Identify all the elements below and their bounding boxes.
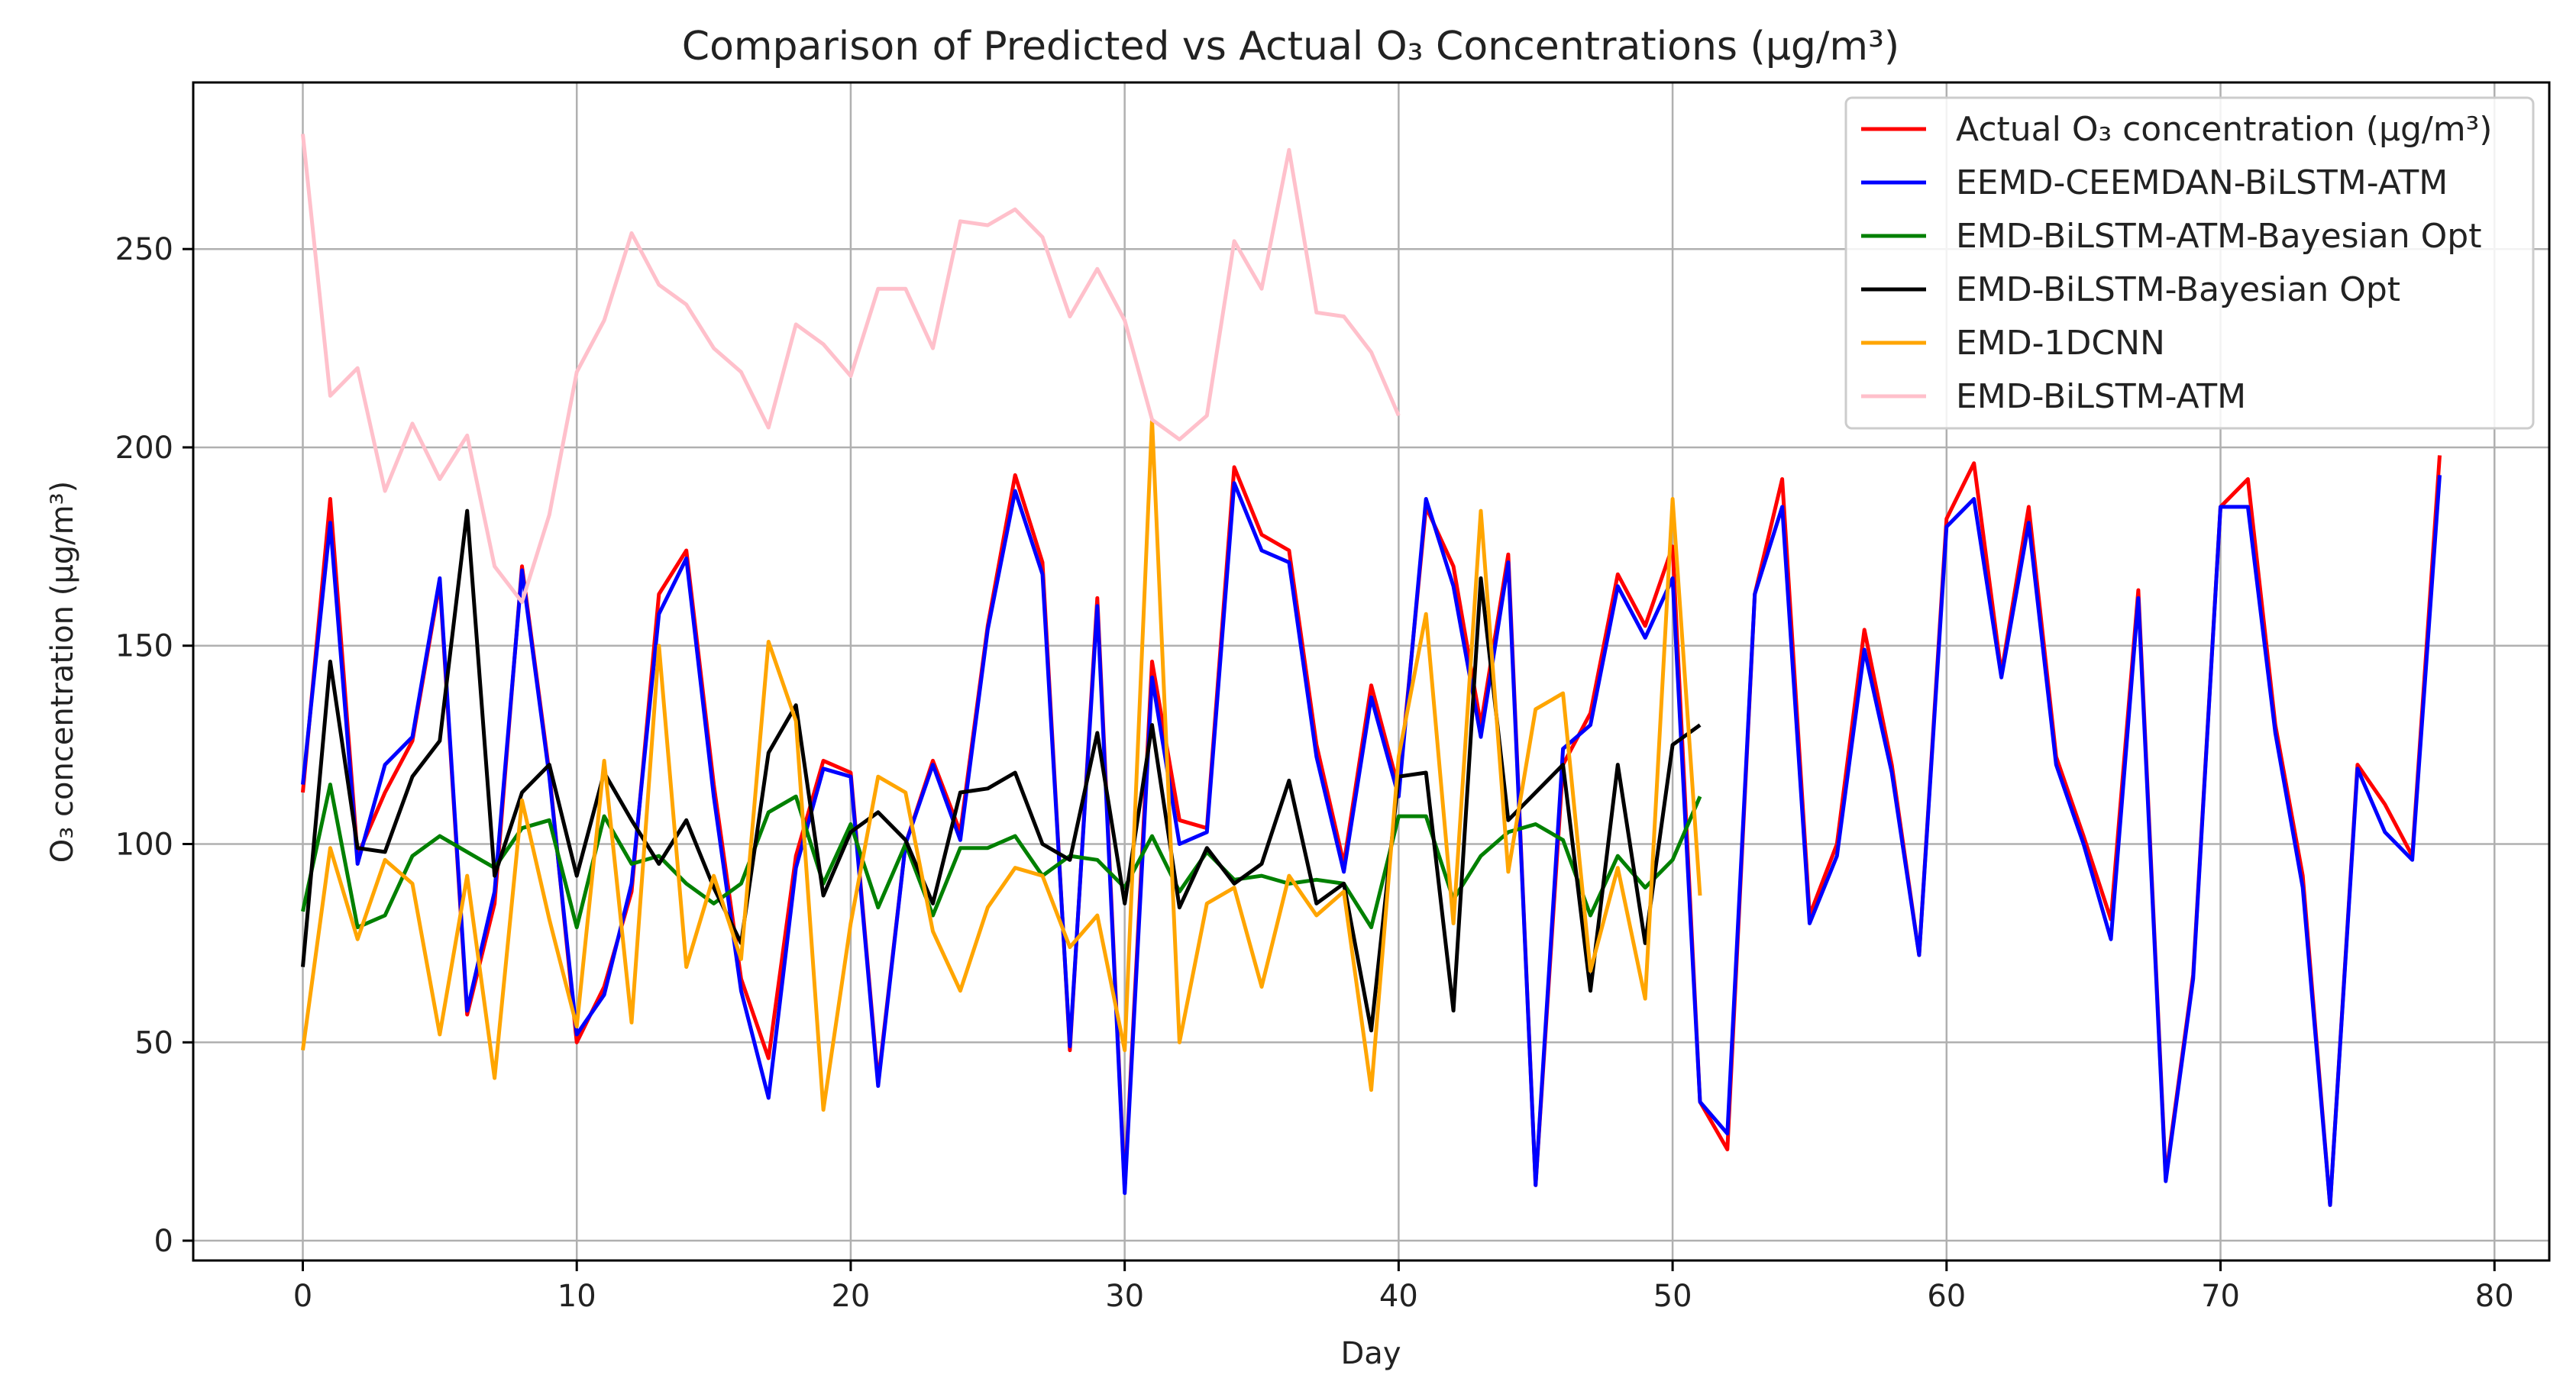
series-line-emd-1dcnn	[301, 418, 1702, 1112]
y-tick-label: 100	[115, 827, 173, 862]
x-tick-label: 40	[1379, 1279, 1418, 1314]
legend-label: EMD-1DCNN	[1956, 324, 2165, 363]
x-tick-label: 0	[293, 1279, 312, 1314]
y-tick-label: 200	[115, 431, 173, 466]
y-tick-label: 250	[115, 232, 173, 267]
series-line-actual-o-concentration-g-m	[301, 455, 2442, 1207]
legend-label: EMD-BiLSTM-Bayesian Opt	[1956, 270, 2400, 309]
y-tick-label: 150	[115, 629, 173, 664]
legend-label: EMD-BiLSTM-ATM-Bayesian Opt	[1956, 217, 2481, 256]
x-axis-label: Day	[1341, 1336, 1401, 1371]
legend-label: EMD-BiLSTM-ATM	[1956, 377, 2246, 416]
series-line-eemd-ceemdan-bilstm-atm	[301, 475, 2442, 1207]
x-tick-label: 20	[831, 1279, 870, 1314]
legend: Actual O₃ concentration (μg/m³) EEMD-CEEM…	[1844, 96, 2535, 430]
legend-label: EEMD-CEEMDAN-BiLSTM-ATM	[1956, 163, 2448, 202]
x-tick-label: 60	[1927, 1279, 1966, 1314]
plot-frame	[192, 81, 2551, 1262]
axes: 0 10 20 30 40 50 60 70 80 0 50 100 150 200 250	[115, 232, 2514, 1314]
series-layer	[301, 134, 2442, 1207]
y-tick-label: 0	[154, 1224, 173, 1259]
x-tick-label: 50	[1653, 1279, 1692, 1314]
series-line-emd-bilstm-atm	[301, 134, 1401, 605]
series-line-emd-bilstm-bayesian-opt	[301, 508, 1702, 1033]
legend-box	[1844, 96, 2535, 430]
chart-title: Comparison of Predicted vs Actual O₃ Con…	[682, 24, 1899, 69]
x-tick-label: 30	[1105, 1279, 1144, 1314]
y-axis-label: O₃ concentration (μg/m³)	[45, 481, 80, 863]
x-tick-label: 10	[558, 1279, 596, 1314]
legend-label: Actual O₃ concentration (μg/m³)	[1956, 110, 2492, 149]
y-tick-label: 50	[134, 1025, 173, 1060]
x-tick-label: 80	[2475, 1279, 2514, 1314]
series-line-emd-bilstm-atm-bayesian-opt	[301, 783, 1702, 930]
x-tick-label: 70	[2201, 1279, 2240, 1314]
